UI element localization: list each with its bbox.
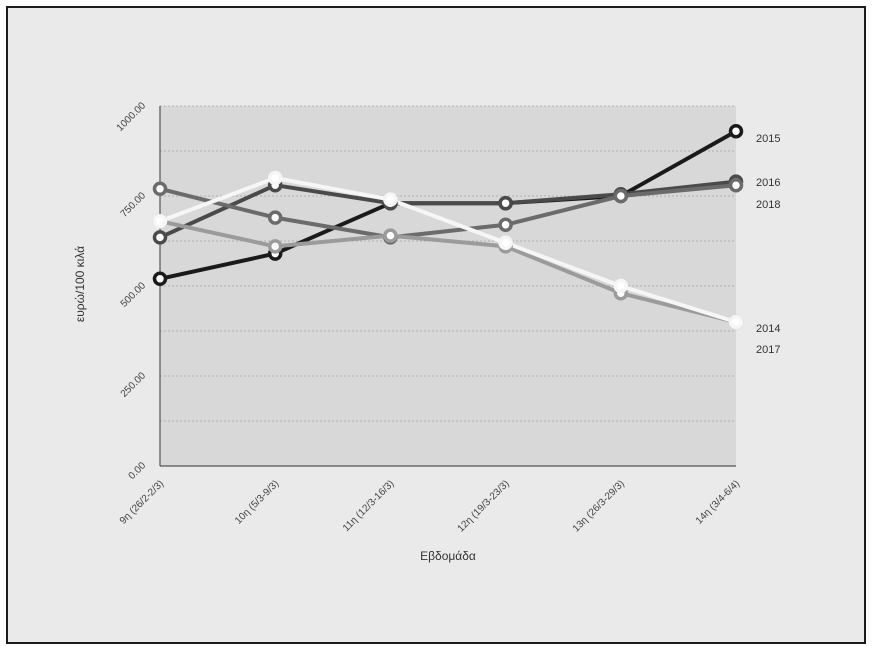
data-point-2017 [267, 170, 283, 186]
data-point-2018 [728, 177, 744, 193]
legend-label-2014: 2014 [756, 323, 780, 335]
line-chart: 0.00 250.00 500.00 750.00 1000.00 9η (26/2-2… [73, 100, 780, 563]
data-point-2014 [383, 228, 398, 243]
data-point-2016 [152, 230, 168, 245]
series-points [152, 123, 744, 330]
x-tick-label: 14η (3/4-6/4) [694, 478, 742, 526]
x-tick-label: 9η (26/2-2/3) [118, 478, 166, 526]
y-axis-title: ευρώ/100 κιλά [73, 246, 87, 322]
y-tick-label: 0.00 [127, 460, 149, 482]
chart-frame: 0.00 250.00 500.00 750.00 1000.00 9η (26/2-2… [6, 6, 866, 644]
y-tick-label: 500.00 [119, 280, 149, 310]
y-tick-labels: 0.00 250.00 500.00 750.00 1000.00 [115, 100, 149, 482]
data-point-2018 [613, 188, 629, 204]
legend-label-2016: 2016 [756, 177, 780, 189]
data-point-2017 [613, 278, 629, 294]
x-tick-label: 11η (12/3-16/3) [341, 478, 397, 534]
series-line-2017 [158, 176, 738, 324]
legend-label-2017: 2017 [756, 344, 780, 356]
grid [160, 105, 736, 422]
x-tick-labels: 9η (26/2-2/3) 10η (5/3-9/3) 11η (12/3-16/3… [118, 478, 742, 534]
data-point-2017 [498, 235, 513, 251]
series-line-2014 [158, 219, 738, 324]
series-line-2018 [158, 183, 738, 240]
series-line-2016 [158, 179, 738, 240]
data-point-2017 [383, 192, 398, 207]
data-point-2017 [728, 314, 744, 330]
y-tick-label: 250.00 [119, 370, 149, 400]
data-point-2018 [152, 181, 168, 197]
x-tick-label: 10η (5/3-9/3) [233, 478, 281, 526]
legend-label-2018: 2018 [756, 199, 780, 211]
x-tick-label: 12η (19/3-23/3) [456, 478, 512, 534]
data-point-2017 [152, 213, 168, 229]
y-tick-label: 1000.00 [115, 100, 149, 134]
data-point-2015 [728, 123, 744, 139]
series-labels: 2015 2016 2018 2014 2017 [756, 133, 780, 356]
series-lines [158, 129, 738, 324]
x-axis-title: Εβδομάδα [420, 549, 476, 563]
data-point-2018 [267, 210, 283, 225]
data-point-2016 [498, 195, 513, 211]
data-point-2015 [152, 271, 168, 287]
y-tick-label: 750.00 [119, 190, 149, 220]
data-point-2014 [267, 239, 283, 254]
legend-label-2015: 2015 [756, 133, 780, 145]
x-tick-label: 13η (26/3-29/3) [571, 478, 627, 534]
data-point-2018 [498, 217, 513, 233]
